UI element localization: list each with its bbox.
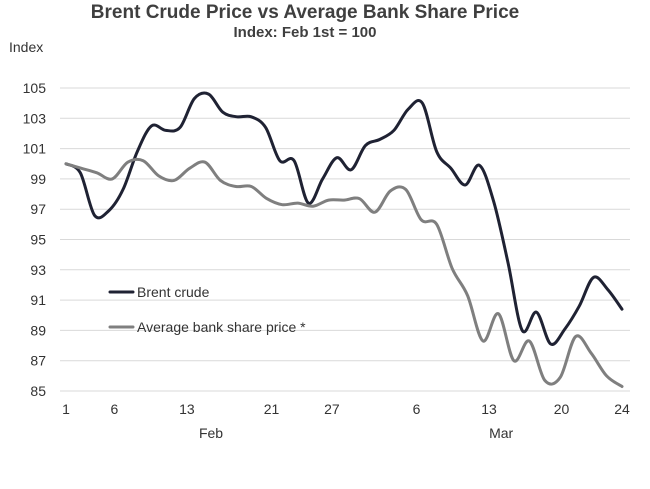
legend-label: Average bank share price *	[137, 319, 306, 335]
x-tick-label: 6	[110, 401, 118, 417]
series-lines	[64, 91, 624, 388]
y-tick-label: 101	[23, 141, 47, 157]
x-tick-label: 13	[481, 401, 497, 417]
y-axis-label: Index	[9, 39, 44, 55]
gridlines	[60, 87, 630, 392]
legend-label: Brent crude	[137, 284, 210, 300]
y-tick-label: 89	[30, 322, 46, 338]
x-tick-label: 6	[413, 401, 421, 417]
y-tick-label: 95	[30, 232, 46, 248]
y-tick-label: 85	[30, 383, 46, 399]
x-tick-label: 20	[554, 401, 570, 417]
x-tick-label: 21	[264, 401, 280, 417]
x-tick-label: 1	[62, 401, 70, 417]
month-label: Feb	[199, 425, 223, 441]
chart-subtitle: Index: Feb 1st = 100	[233, 24, 377, 41]
chart-title: Brent Crude Price vs Average Bank Share …	[90, 2, 520, 23]
x-tick-label: 13	[179, 401, 195, 417]
y-tick-label: 87	[30, 353, 46, 369]
x-tick-label: 27	[324, 401, 340, 417]
y-tick-label: 99	[30, 171, 46, 187]
y-tick-label: 97	[30, 201, 46, 217]
bank-share-price-line	[64, 157, 624, 388]
y-tick-label: 91	[30, 292, 46, 308]
month-label: Mar	[489, 425, 513, 441]
brent-crude-line	[64, 91, 624, 346]
x-tick-labels: 1 6 13 21 27 6 13 20 24	[62, 401, 630, 417]
y-tick-labels: 85 87 89 91 93 95 97 99 101 103 105	[23, 80, 47, 399]
y-tick-label: 93	[30, 262, 46, 278]
y-tick-label: 103	[23, 110, 47, 126]
x-tick-label: 24	[614, 401, 630, 417]
month-labels: Feb Mar	[199, 425, 514, 441]
legend: Brent crude Average bank share price *	[108, 284, 306, 335]
y-tick-label: 105	[23, 80, 47, 96]
